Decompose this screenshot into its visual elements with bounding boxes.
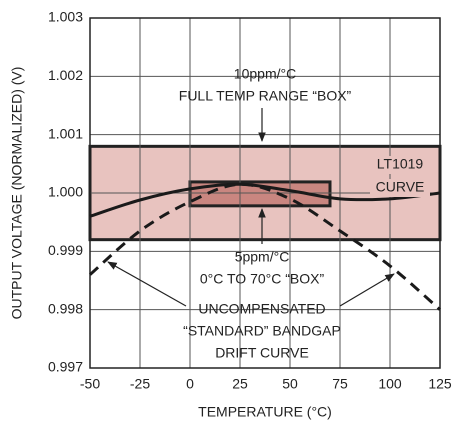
x-tick-label: -50 (80, 376, 100, 392)
x-tick-label: 0 (186, 376, 194, 392)
curve (89, 182, 441, 218)
x-tick-label: 25 (232, 376, 248, 392)
y-tick-label: 0.997 (48, 359, 83, 375)
annotation: 10ppm/°C (234, 66, 296, 82)
arrow (107, 261, 187, 307)
x-tick-label: 50 (282, 376, 298, 392)
y-axis-label: OUTPUT VOLTAGE (NORMALIZED) (V) (9, 67, 25, 320)
x-tick-label: -25 (130, 376, 150, 392)
label-bg (370, 156, 430, 174)
y-tick-label: 1.003 (48, 9, 83, 25)
y-tick-label: 1.000 (48, 184, 83, 200)
annotation: “STANDARD” BANDGAP (183, 323, 341, 339)
annotation: 5ppm/°C (235, 249, 290, 265)
annotation: FULL TEMP RANGE “BOX” (179, 88, 352, 104)
annotation: 0°C TO 70°C “BOX” (200, 271, 325, 287)
label-bg (370, 179, 430, 197)
dashed-curve (89, 182, 441, 311)
y-tick-label: 1.001 (48, 125, 83, 141)
annotation: CURVE (376, 179, 425, 195)
annotation: DRIFT CURVE (215, 345, 309, 361)
y-tick-label: 0.999 (48, 242, 83, 258)
annotation: UNCOMPENSATED (198, 301, 325, 317)
y-tick-label: 0.998 (48, 300, 83, 316)
x-tick-label: 125 (428, 376, 452, 392)
x-tick-label: 100 (378, 376, 402, 392)
x-tick-label: 75 (332, 376, 348, 392)
annotation: LT1019 (377, 156, 424, 172)
arrow (339, 273, 395, 307)
y-tick-label: 1.002 (48, 67, 83, 83)
x-axis-label: TEMPERATURE (°C) (198, 404, 332, 420)
